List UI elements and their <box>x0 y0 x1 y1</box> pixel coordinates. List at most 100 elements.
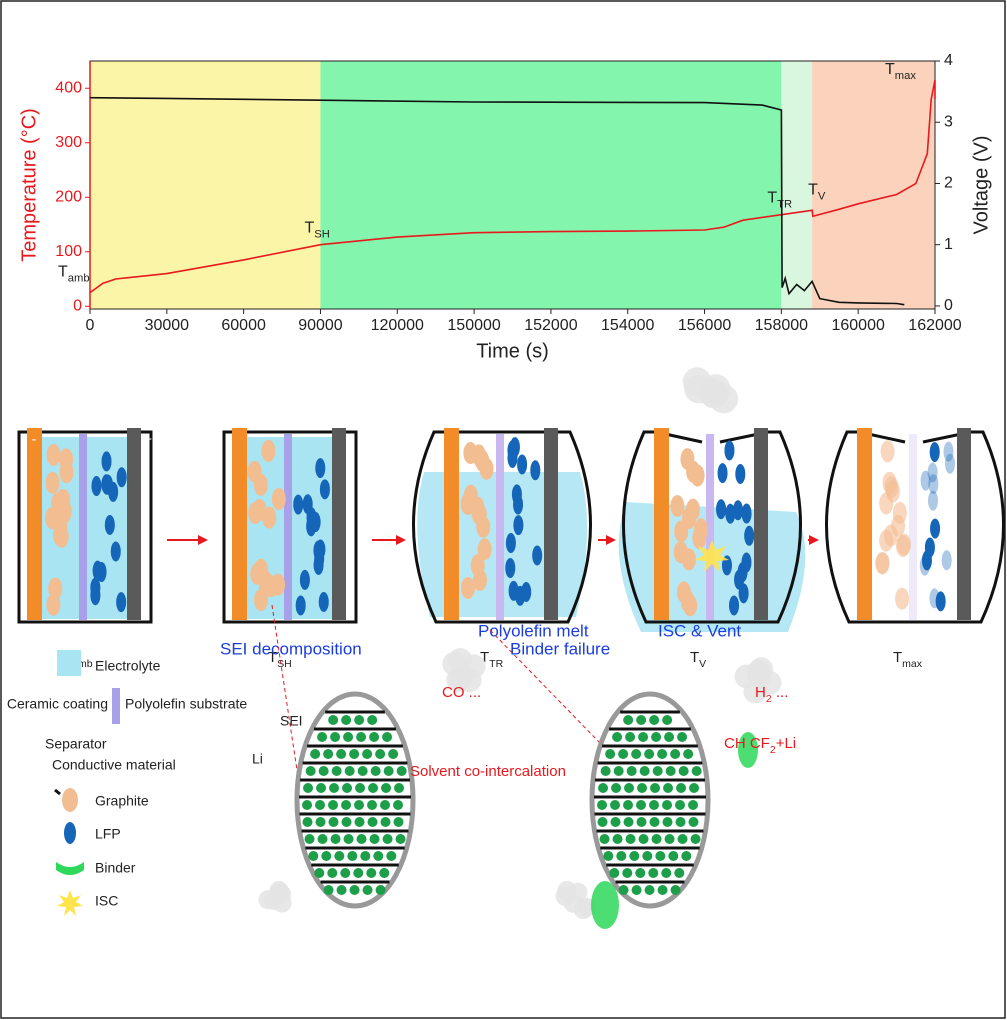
li <box>330 732 340 742</box>
li <box>318 834 328 844</box>
li <box>666 766 676 776</box>
li <box>676 817 686 827</box>
gas-part: ... <box>772 684 789 701</box>
li <box>681 851 691 861</box>
figure: 0100200300400012340300006000090000120000… <box>0 0 1007 1020</box>
x-tick-label: 30000 <box>145 317 190 334</box>
stage-label-part: T <box>690 649 699 666</box>
lfp <box>521 582 531 602</box>
li <box>323 749 333 759</box>
lfp <box>744 526 754 546</box>
li <box>619 885 629 895</box>
li <box>640 766 650 776</box>
li <box>382 732 392 742</box>
lfp <box>742 504 752 524</box>
li <box>622 868 632 878</box>
li <box>679 766 689 776</box>
li <box>331 834 341 844</box>
graphite <box>691 465 705 487</box>
gas-part: CO ... <box>442 684 481 701</box>
graphite <box>461 577 475 599</box>
y-tick-label: 400 <box>55 79 82 96</box>
li <box>388 749 398 759</box>
legend-swatch <box>112 688 120 724</box>
li <box>302 800 312 810</box>
li <box>623 800 633 810</box>
lfp <box>300 570 310 590</box>
li <box>650 817 660 827</box>
li <box>370 834 380 844</box>
li <box>386 851 396 861</box>
li <box>655 851 665 861</box>
lfp <box>506 533 516 553</box>
lfp <box>725 504 735 524</box>
annotation-part: T <box>767 190 777 207</box>
graphite <box>262 507 276 529</box>
y2-tick-label: 4 <box>944 52 953 69</box>
legend-label: Electrolyte <box>95 658 161 674</box>
lfp <box>311 512 321 532</box>
li <box>342 817 352 827</box>
x-tick-label: 90000 <box>298 317 343 334</box>
y-tick-label: 0 <box>73 297 82 314</box>
li <box>367 715 377 725</box>
li <box>623 715 633 725</box>
legend-label: Conductive material <box>52 757 176 773</box>
li <box>315 800 325 810</box>
li <box>363 885 373 895</box>
particle-label: Li <box>252 751 263 767</box>
li <box>601 766 611 776</box>
x-tick-label: 0 <box>86 317 95 334</box>
lfp <box>928 491 938 511</box>
li <box>649 800 659 810</box>
y-tick-label: 200 <box>55 188 82 205</box>
x-tick-label: 158000 <box>755 317 808 334</box>
graphite <box>893 502 907 524</box>
li <box>350 885 360 895</box>
lfp <box>303 494 313 514</box>
lfp <box>314 549 324 569</box>
graphite <box>895 588 909 610</box>
lfp <box>729 595 739 615</box>
li <box>354 800 364 810</box>
li <box>366 868 376 878</box>
graphite <box>248 461 262 483</box>
li <box>341 800 351 810</box>
li <box>393 800 403 810</box>
li <box>676 783 686 793</box>
gas: CO ... <box>442 684 481 701</box>
li <box>356 732 366 742</box>
li <box>314 868 324 878</box>
li <box>665 834 675 844</box>
lfp <box>105 515 115 535</box>
li <box>683 749 693 759</box>
li <box>668 851 678 861</box>
lfp <box>91 476 101 496</box>
graphite <box>674 520 688 542</box>
y2-tick-label: 3 <box>944 113 953 130</box>
li <box>663 817 673 827</box>
graphite <box>897 533 911 555</box>
lfp <box>735 464 745 484</box>
region <box>320 61 781 309</box>
annotation-part: amb <box>68 273 90 285</box>
li <box>675 800 685 810</box>
li <box>381 783 391 793</box>
anode-collector <box>27 428 42 620</box>
reaction-part: CH <box>724 735 746 752</box>
li <box>603 851 613 861</box>
li <box>618 749 628 759</box>
li <box>344 834 354 844</box>
x-tick-label: 162000 <box>908 317 961 334</box>
lfp <box>930 519 940 539</box>
graphite <box>46 472 60 494</box>
separator <box>79 434 87 620</box>
li <box>327 868 337 878</box>
cathode-collector <box>127 428 141 620</box>
graphite <box>264 575 278 597</box>
li <box>367 800 377 810</box>
legend-swatch <box>64 822 76 844</box>
li <box>376 885 386 895</box>
anode-collector <box>444 428 459 620</box>
lfp <box>90 585 100 605</box>
